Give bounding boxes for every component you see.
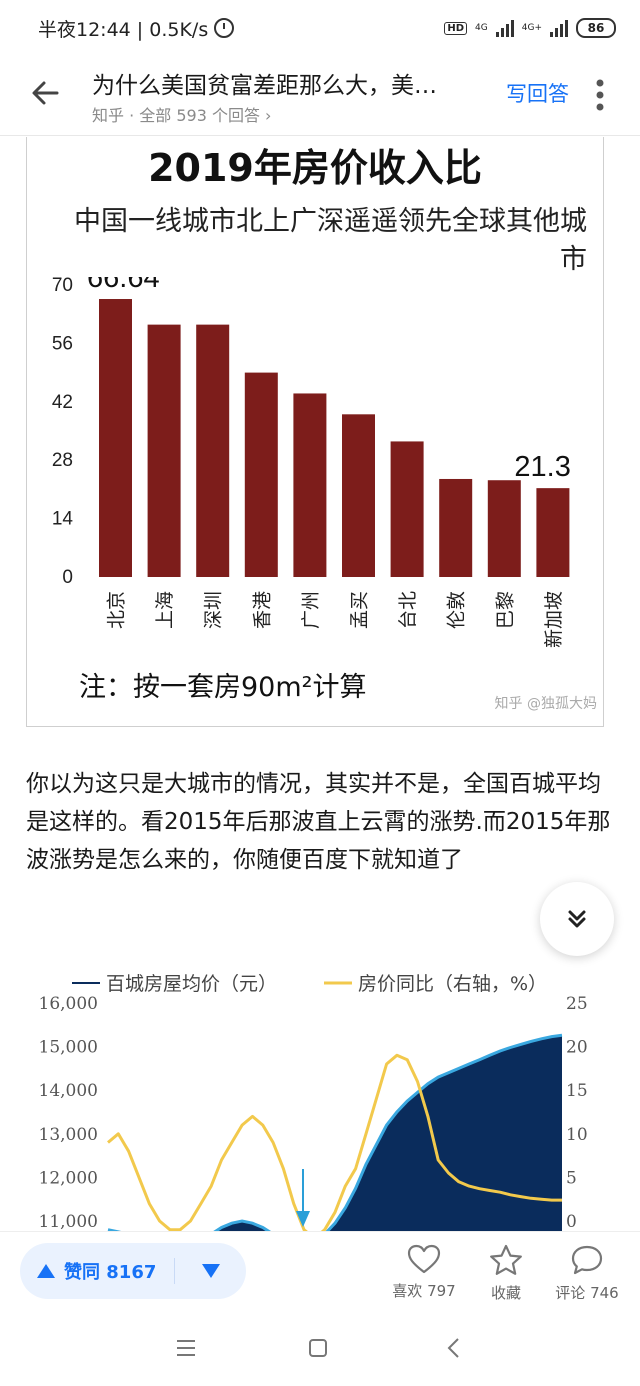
battery-icon: 86	[576, 18, 616, 38]
figure-subtitle: 中国一线城市北上广深遥遥领先全球其他城市	[74, 206, 587, 275]
left-axis-tick: 13,000	[39, 1125, 98, 1145]
right-axis-tick: 25	[566, 994, 588, 1014]
x-tick-label: 广州	[300, 591, 322, 629]
right-axis-tick: 20	[566, 1038, 588, 1058]
figure-note: 注：按一套房90m²计算	[79, 672, 367, 703]
price-area-edge	[107, 1033, 563, 1231]
bar-data-label: 66.64	[87, 277, 160, 294]
home-square-icon[interactable]	[308, 1338, 328, 1358]
x-tick-label: 北京	[106, 591, 128, 629]
vote-divider	[174, 1258, 175, 1284]
bottom-action-bar: 赞同 8167 喜欢 797 收藏 评论 746	[0, 1231, 640, 1309]
comment-button[interactable]: 评论 746	[547, 1244, 627, 1303]
x-tick-label: 香港	[251, 591, 273, 629]
question-title[interactable]: 为什么美国贫富差距那么大，美…	[92, 73, 437, 99]
like-label: 喜欢 797	[392, 1282, 456, 1300]
y-tick-label: 56	[52, 333, 73, 354]
right-axis-tick: 0	[566, 1212, 577, 1231]
bar	[147, 324, 181, 577]
legend-label-price: 百城房屋均价（元）	[106, 973, 277, 995]
network-label-2: 4G+	[521, 23, 542, 33]
collapse-button[interactable]	[540, 882, 614, 956]
x-tick-label: 台北	[397, 591, 419, 629]
right-axis-tick: 5	[566, 1168, 577, 1188]
yoy-line	[107, 1053, 562, 1231]
x-tick-label: 巴黎	[494, 591, 516, 629]
y-tick-label: 14	[52, 509, 74, 530]
annotation-arrow-head	[296, 1211, 310, 1227]
like-button[interactable]: 喜欢 797	[384, 1244, 464, 1301]
comment-label: 评论 746	[555, 1284, 619, 1302]
status-time: 半夜12:44 | 0.5K/s	[38, 18, 209, 41]
price-trend-chart: 百城房屋均价（元） 房价同比（右轴，%） 11,000 12,000 13,000 14,…	[39, 973, 588, 1231]
left-axis-tick: 16,000	[39, 994, 98, 1014]
y-tick-label: 70	[52, 277, 73, 296]
y-tick-label: 42	[52, 392, 73, 413]
y-tick-label: 0	[62, 567, 73, 588]
hd-icon: HD	[444, 21, 468, 35]
bar	[293, 393, 327, 577]
upvote-button[interactable]: 赞同 8167	[20, 1258, 174, 1284]
heart-icon	[407, 1244, 441, 1274]
alarm-icon	[214, 18, 235, 38]
left-axis-tick: 12,000	[39, 1168, 98, 1188]
bar	[99, 299, 132, 577]
y-tick-label: 28	[52, 450, 73, 471]
x-tick-label: 伦敦	[446, 591, 468, 629]
bar	[196, 324, 230, 577]
bar-data-label: 21.3	[514, 451, 570, 483]
x-tick-label: 孟买	[349, 591, 371, 629]
x-tick-label: 新加坡	[543, 591, 565, 648]
income-ratio-bar-chart: 0 14 28 42 56 70 66.64 北京 上海 深圳 香港 广州 孟买 台北 伦敦 巴黎 21.3 新加…	[52, 277, 571, 648]
back-arrow-icon[interactable]	[30, 78, 60, 108]
star-icon	[490, 1244, 522, 1275]
status-bar: 半夜12:44 | 0.5K/s HD 4G 4G+ 86	[0, 0, 640, 56]
signal-icon	[495, 19, 514, 37]
x-tick-label: 深圳	[203, 591, 225, 629]
answer-content[interactable]: 2019年房价收入比 中国一线城市北上广深遥遥领先全球其他城市 0 14 28 42 5…	[0, 137, 640, 1231]
legend-label-yoy: 房价同比（右轴，%）	[358, 973, 547, 995]
comment-bubble-icon	[571, 1245, 603, 1275]
system-nav-bar	[0, 1309, 640, 1386]
bar	[487, 480, 521, 577]
bar	[439, 478, 473, 577]
triangle-down-icon	[201, 1264, 220, 1278]
left-axis-tick: 15,000	[39, 1038, 98, 1058]
triangle-up-icon	[37, 1264, 55, 1278]
menu-icon[interactable]	[176, 1339, 196, 1357]
x-tick-label: 上海	[154, 591, 176, 629]
signal-icon-2	[550, 19, 568, 37]
left-axis-tick: 14,000	[39, 1081, 98, 1101]
back-chevron-icon[interactable]	[446, 1337, 460, 1359]
left-axis-tick: 11,000	[39, 1212, 98, 1231]
question-subtitle[interactable]: 知乎 · 全部 593 个回答 ›	[92, 106, 272, 125]
answer-paragraph: 你以为这只是大城市的情况，其实并不是，全国百城平均是这样的。看2015年后那波直…	[26, 771, 611, 873]
income-ratio-figure: 2019年房价收入比 中国一线城市北上广深遥遥领先全球其他城市 0 14 28 42 5…	[26, 137, 604, 727]
bar	[390, 441, 424, 577]
more-options-icon[interactable]	[594, 78, 606, 112]
right-axis-tick: 10	[566, 1125, 588, 1145]
bar	[536, 488, 570, 577]
right-axis-tick: 15	[566, 1081, 588, 1101]
write-answer-button[interactable]: 写回答	[506, 82, 569, 106]
upvote-label: 赞同 8167	[64, 1262, 157, 1283]
watermark: 知乎 @独孤大妈	[494, 696, 597, 712]
app-header: 为什么美国贫富差距那么大，美… 知乎 · 全部 593 个回答 › 写回答	[0, 56, 640, 136]
network-label-1: 4G	[475, 23, 488, 33]
figure-title: 2019年房价收入比	[148, 146, 482, 190]
favorite-button[interactable]: 收藏	[466, 1244, 546, 1303]
bar	[244, 372, 278, 577]
vote-group: 赞同 8167	[20, 1243, 246, 1299]
downvote-button[interactable]	[175, 1263, 246, 1279]
favorite-label: 收藏	[490, 1284, 521, 1302]
bar	[342, 414, 375, 577]
price-area	[108, 1035, 562, 1231]
double-chevron-down-icon	[568, 910, 586, 928]
